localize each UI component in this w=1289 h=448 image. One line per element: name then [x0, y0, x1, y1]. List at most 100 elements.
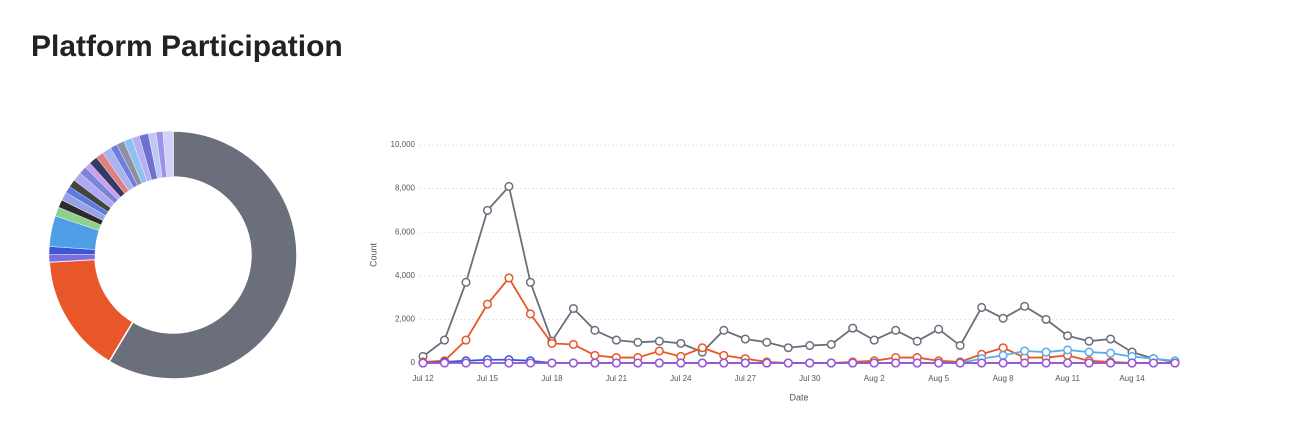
data-point — [504, 358, 514, 368]
data-point — [998, 313, 1008, 323]
data-point — [977, 358, 987, 368]
y-tick-label: 10,000 — [391, 140, 416, 149]
data-point — [525, 309, 535, 319]
data-point — [676, 358, 686, 368]
y-axis-label: Count — [368, 243, 378, 268]
data-point — [418, 358, 428, 368]
data-point — [1020, 301, 1030, 311]
data-point — [1041, 314, 1051, 324]
data-point — [912, 358, 922, 368]
x-tick-label: Jul 24 — [670, 374, 692, 383]
data-point — [482, 205, 493, 215]
data-point — [719, 358, 729, 368]
page-title: Platform Participation — [31, 30, 343, 63]
x-tick-label: Aug 5 — [928, 374, 949, 383]
data-point — [1041, 347, 1051, 357]
data-point — [955, 358, 965, 368]
data-point — [525, 358, 535, 368]
data-point — [504, 273, 514, 283]
x-tick-label: Jul 15 — [477, 374, 499, 383]
data-point — [439, 335, 450, 345]
x-tick-label: Jul 27 — [735, 374, 757, 383]
x-tick-label: Aug 8 — [993, 374, 1014, 383]
data-point — [547, 358, 557, 368]
data-point — [848, 358, 858, 368]
data-point — [891, 358, 901, 368]
data-point — [439, 358, 450, 368]
data-point — [998, 358, 1008, 368]
data-point — [1105, 334, 1116, 344]
x-tick-label: Aug 14 — [1119, 374, 1145, 383]
data-point — [912, 336, 922, 346]
data-point — [611, 358, 621, 368]
data-point — [826, 339, 836, 350]
data-point — [740, 358, 750, 368]
data-point — [461, 277, 471, 287]
data-point — [461, 335, 471, 345]
y-tick-label: 2,000 — [395, 315, 416, 324]
x-tick-label: Aug 2 — [864, 374, 885, 383]
data-point — [654, 336, 664, 346]
data-point — [762, 358, 772, 368]
data-point — [762, 337, 772, 347]
data-point — [482, 358, 493, 368]
data-point — [934, 358, 944, 368]
data-point — [1084, 336, 1094, 346]
x-tick-label: Jul 18 — [541, 374, 563, 383]
data-point — [1020, 346, 1030, 356]
data-point — [1084, 358, 1094, 368]
data-point — [1148, 358, 1159, 368]
data-point — [590, 358, 600, 368]
data-point — [955, 341, 965, 351]
y-tick-label: 4,000 — [395, 271, 416, 280]
data-point — [697, 358, 707, 368]
data-point — [848, 323, 858, 333]
data-point — [826, 358, 836, 368]
series-line — [422, 185, 1176, 363]
y-tick-label: 6,000 — [395, 227, 416, 236]
data-point — [547, 338, 557, 348]
data-point — [1020, 358, 1030, 368]
data-point — [934, 324, 944, 334]
data-point — [998, 350, 1008, 360]
data-point — [504, 181, 514, 191]
x-tick-label: Aug 11 — [1055, 374, 1080, 383]
data-point — [869, 358, 879, 368]
data-point — [633, 337, 643, 347]
y-tick-label: 8,000 — [395, 184, 416, 193]
data-point — [1084, 347, 1094, 357]
data-point — [1063, 345, 1073, 355]
data-point — [568, 358, 578, 368]
data-point — [977, 302, 987, 312]
data-point — [654, 358, 664, 368]
data-point — [719, 325, 729, 335]
data-point — [1041, 358, 1051, 368]
data-point — [1063, 331, 1073, 341]
data-point — [461, 358, 471, 368]
data-point — [805, 358, 815, 368]
x-tick-label: Jul 21 — [606, 374, 628, 383]
x-axis-label: Date — [789, 392, 808, 402]
data-point — [805, 341, 815, 351]
data-point — [676, 338, 686, 348]
data-point — [869, 335, 879, 345]
data-point — [783, 343, 793, 353]
data-point — [1063, 358, 1073, 368]
data-point — [998, 343, 1008, 353]
data-point — [482, 299, 493, 309]
data-point — [740, 334, 750, 344]
data-point — [611, 335, 621, 345]
donut-slice — [108, 130, 298, 380]
x-tick-label: Jul 12 — [412, 374, 434, 383]
data-point — [633, 358, 643, 368]
data-point — [568, 339, 578, 350]
data-point — [1170, 358, 1180, 368]
data-point — [654, 346, 664, 356]
data-point — [1127, 358, 1137, 368]
data-point — [525, 277, 535, 287]
x-tick-label: Jul 30 — [799, 374, 821, 383]
y-tick-label: 0 — [411, 358, 416, 367]
donut-slice — [162, 130, 174, 178]
